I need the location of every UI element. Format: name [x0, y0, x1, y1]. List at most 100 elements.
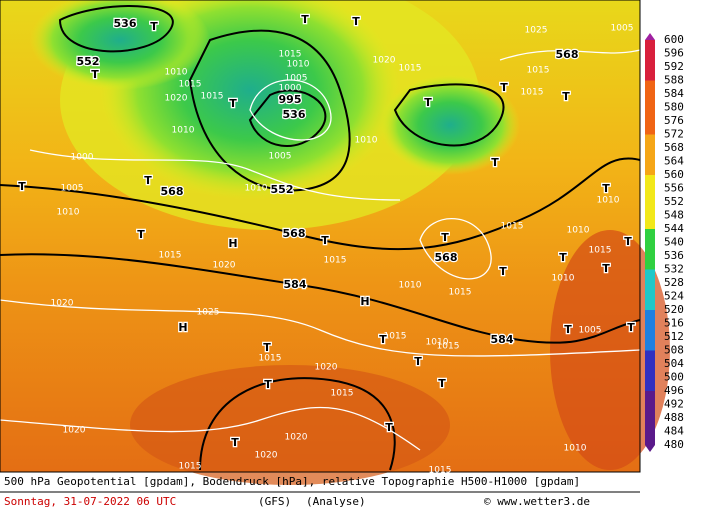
- pressure-center: T: [438, 377, 446, 390]
- isobar: [0, 299, 641, 357]
- colorbar-swatch: [645, 121, 655, 135]
- colorbar-swatch: [645, 107, 655, 121]
- isobar-label: 1020: [255, 451, 278, 461]
- footer-date: Sonntag, 31-07-2022 06 UTC: [4, 495, 176, 508]
- contour: [0, 253, 641, 344]
- isobars: [0, 49, 641, 451]
- colorbar-swatch: [645, 256, 655, 270]
- isobar-label: 1005: [61, 184, 84, 194]
- colorbar-label: 580: [664, 101, 684, 114]
- colorbar-label: 560: [664, 168, 684, 181]
- isobar-label: 1010: [165, 68, 188, 78]
- colorbar-swatch: [645, 175, 655, 189]
- pressure-center: T: [602, 182, 610, 195]
- isobar-label: 1015: [521, 88, 544, 98]
- isobar-label: 1010: [287, 60, 310, 70]
- colorbar-swatch: [645, 229, 655, 243]
- colorbar-label: 600: [664, 33, 684, 46]
- isobar-label: 1010: [567, 226, 590, 236]
- colorbar-label: 488: [664, 411, 684, 424]
- geopotential-label: 536: [283, 108, 306, 121]
- isobar-label: 1020: [315, 363, 338, 373]
- isobar-label: 1015: [501, 222, 524, 232]
- colorbar-label: 544: [664, 222, 684, 235]
- isobar-label: 1015: [201, 92, 224, 102]
- colorbar-label: 500: [664, 371, 684, 384]
- pressure-center: T: [150, 20, 158, 33]
- colorbar-label: 524: [664, 290, 684, 303]
- footer-run: (Analyse): [306, 495, 366, 508]
- pressure-center: T: [18, 180, 26, 193]
- colorbar-label: 536: [664, 249, 684, 262]
- colorbar-label: 532: [664, 263, 684, 276]
- colorbar-swatch: [645, 80, 655, 94]
- pressure-center: T: [627, 321, 635, 334]
- isobar-label: 1015: [399, 64, 422, 74]
- geopotential-label: 552: [77, 55, 100, 68]
- pressure-center: T: [414, 355, 422, 368]
- colorbar-label: 508: [664, 344, 684, 357]
- colorbar-label: 568: [664, 141, 684, 154]
- isobar-label: 1015: [384, 332, 407, 342]
- isobar-label: 1015: [159, 251, 182, 261]
- isobar-label: 1015: [437, 342, 460, 352]
- contour: [0, 157, 641, 251]
- pressure-center: T: [500, 81, 508, 94]
- isobar-label: 1010: [172, 126, 195, 136]
- colorbar-label: 564: [664, 155, 684, 168]
- pressure-center: T: [301, 13, 309, 26]
- isobar-label: 1020: [373, 56, 396, 66]
- colorbar-swatch: [645, 242, 655, 256]
- colorbar-swatch: [645, 418, 655, 432]
- isobar-label: 1010: [597, 196, 620, 206]
- pressure-center: T: [424, 96, 432, 109]
- colorbar-label: 528: [664, 276, 684, 289]
- colorbar-label: 588: [664, 74, 684, 87]
- colorbar-swatch: [645, 391, 655, 405]
- isobar-label: 1010: [355, 136, 378, 146]
- geopotential-label: 584: [491, 333, 514, 346]
- pressure-center: T: [263, 341, 271, 354]
- colorbar-label: 512: [664, 330, 684, 343]
- pressure-center: T: [229, 97, 237, 110]
- colorbar-swatch: [645, 188, 655, 202]
- colorbar-label: 548: [664, 209, 684, 222]
- pressure-center: T: [559, 251, 567, 264]
- colorbar-swatch: [645, 296, 655, 310]
- isobar-label: 1010: [57, 208, 80, 218]
- colorbar-swatch: [645, 337, 655, 351]
- geopotential-label: 568: [556, 48, 579, 61]
- isobar-label: 1015: [259, 354, 282, 364]
- colorbar-swatch: [645, 202, 655, 216]
- isobar-label: 1005: [611, 24, 634, 34]
- isobar-label: 1015: [324, 256, 347, 266]
- colorbar-label: 496: [664, 384, 684, 397]
- pressure-center: T: [602, 262, 610, 275]
- isobar-label: 1015: [279, 50, 302, 60]
- colorbar-swatch: [645, 148, 655, 162]
- contour: [393, 83, 505, 147]
- geopotential-label: 536: [114, 17, 137, 30]
- isobar-label: 1020: [285, 433, 308, 443]
- pressure-center: T: [91, 68, 99, 81]
- geopotential-label: 552: [271, 183, 294, 196]
- colorbar-swatch: [645, 431, 655, 445]
- field: [130, 365, 450, 485]
- isobar-label: 1015: [331, 389, 354, 399]
- map-frame: [0, 0, 641, 473]
- isobar-label: 1025: [197, 308, 220, 318]
- colorbar-label: 584: [664, 87, 684, 100]
- geopotential-label: 995: [279, 93, 302, 106]
- colorbar-swatch: [645, 283, 655, 297]
- colorbar-label: 576: [664, 114, 684, 127]
- geopotential-label: 568: [435, 251, 458, 264]
- pressure-center: T: [352, 15, 360, 28]
- colorbar-swatch: [645, 215, 655, 229]
- colorbar-label: 592: [664, 60, 684, 73]
- isobar-label: 1005: [285, 74, 308, 84]
- colorbar-swatch: [645, 323, 655, 337]
- colorbar-label: 556: [664, 182, 684, 195]
- isobar-label: 1020: [63, 426, 86, 436]
- colorbar-label: 492: [664, 398, 684, 411]
- pressure-center: T: [564, 323, 572, 336]
